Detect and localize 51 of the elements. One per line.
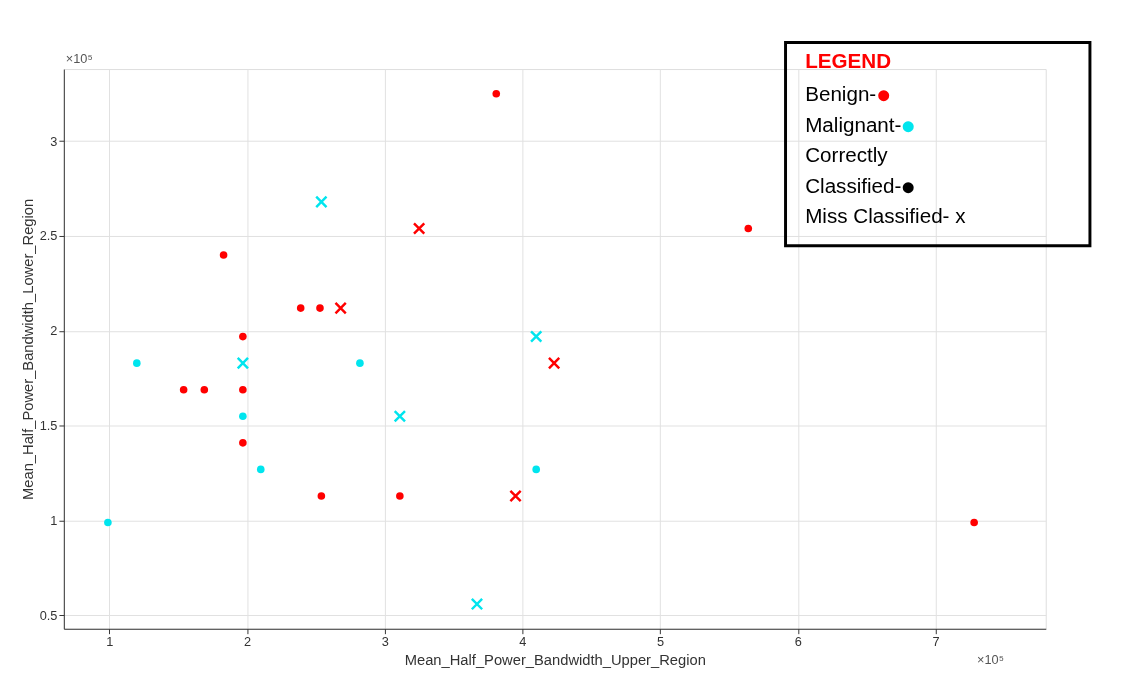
point (296, 304, 305, 312)
point (396, 492, 404, 500)
annotation: Classified-● (805, 171, 916, 200)
text: ×10⁵ (65, 51, 93, 67)
y-tick-label: 1.5 (39, 418, 58, 434)
point (470, 597, 484, 611)
point (200, 385, 209, 394)
y-axis-title: Mean_Half_Power_Bandwidth_Lower_Region (19, 198, 36, 500)
point (393, 409, 407, 423)
point (316, 304, 324, 312)
point (239, 439, 247, 447)
x-tick-label: 6 (794, 633, 802, 649)
point (492, 89, 501, 98)
x-tick-label: 1 (106, 633, 114, 649)
point (104, 518, 112, 527)
annotation: Malignant-● (805, 110, 916, 139)
point (239, 412, 247, 421)
point (356, 359, 364, 367)
legend-title: LEGEND (805, 49, 892, 73)
annotation: Correctly (805, 143, 889, 167)
point (547, 356, 561, 370)
point (239, 385, 247, 394)
point (317, 492, 326, 500)
point (744, 224, 753, 233)
annotation: Benign-● (805, 80, 892, 109)
x-tick-label: 5 (657, 633, 665, 649)
x-tick-label: 7 (932, 633, 940, 649)
x-axis-title: Mean_Half_Power_Bandwidth_Upper_Region (404, 651, 706, 668)
y-tick-label: 1 (50, 513, 58, 529)
text: ×10⁵ (977, 652, 1004, 668)
point (219, 251, 228, 259)
point (970, 518, 978, 527)
y-tick-label: 3 (50, 133, 58, 149)
y-tick-label: 2.5 (39, 228, 58, 244)
x-tick-label: 2 (243, 633, 252, 649)
y-tick-label: 2 (50, 323, 58, 339)
point (532, 465, 540, 474)
x-tick-label: 3 (381, 633, 389, 649)
point (509, 489, 522, 503)
point (334, 301, 348, 315)
y-tick-label: 0.5 (39, 607, 58, 623)
point (239, 332, 247, 341)
annotation: Miss Classified- x (805, 204, 967, 228)
point (236, 356, 250, 370)
point (256, 465, 265, 474)
point (529, 330, 543, 343)
point (179, 385, 188, 394)
point (133, 359, 141, 367)
point (412, 222, 426, 235)
x-tick-label: 4 (519, 633, 527, 649)
point (314, 195, 328, 209)
